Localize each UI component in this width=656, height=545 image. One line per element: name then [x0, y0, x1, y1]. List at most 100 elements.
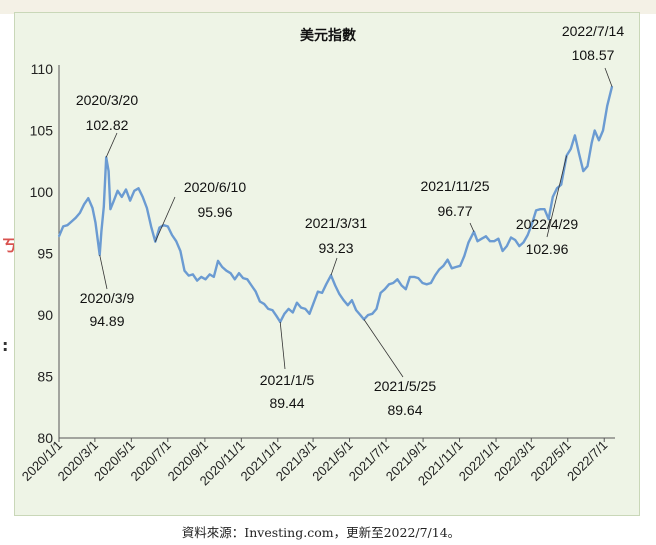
series-point [325, 283, 328, 286]
series-point [400, 284, 403, 287]
series-point [417, 277, 420, 279]
chart-panel: 美元指數 110 105 100 95 90 85 80 2020/1/1 2020/3/1 202… [14, 12, 640, 516]
series-point [590, 141, 593, 144]
series-point [355, 309, 357, 311]
series-point [275, 315, 278, 318]
series-point [304, 308, 307, 310]
series-point [158, 226, 161, 229]
series-point [446, 258, 449, 261]
series-point [404, 288, 407, 291]
series-point [598, 139, 600, 142]
series-point [480, 237, 483, 240]
series-point [271, 309, 274, 311]
annotation-date-label: 2021/5/25 [374, 378, 436, 394]
series-point [192, 273, 194, 276]
dollar-index-line-chart: 美元指數110105100959085802020/1/12020/3/1202… [19, 23, 625, 488]
series-point [296, 301, 298, 304]
series-point [367, 314, 369, 316]
series-point [321, 292, 323, 294]
series-point [183, 269, 186, 272]
series-point [116, 189, 119, 192]
series-point [413, 276, 415, 278]
series-point [505, 245, 508, 248]
annotation-date-label: 2022/7/14 [562, 23, 624, 39]
annotation-leader-line [546, 155, 567, 238]
series-point [166, 225, 169, 228]
series-point [100, 230, 103, 233]
annotation-date-label: 2021/11/25 [420, 178, 489, 194]
series-point [300, 306, 302, 309]
series-point [434, 274, 436, 277]
series-point [459, 264, 462, 267]
series-point [125, 188, 127, 191]
series-point [421, 282, 424, 284]
series-point [233, 278, 236, 281]
series-point [58, 235, 60, 238]
annotation-value-label: 93.23 [318, 240, 353, 256]
series-point [556, 187, 558, 190]
series-point [522, 241, 525, 244]
series-point [133, 189, 136, 192]
series-point [392, 282, 395, 284]
annotation-date-label: 2021/3/31 [305, 215, 367, 231]
series-point [351, 299, 353, 302]
y-tick-label: 80 [37, 430, 53, 446]
series-point [283, 312, 286, 315]
series-point [212, 276, 215, 278]
series-point [375, 308, 378, 310]
series-point [539, 208, 542, 211]
series-point [259, 300, 261, 303]
series-point [560, 183, 563, 186]
y-tick-label: 110 [31, 61, 54, 77]
annotation-value-label: 102.82 [86, 117, 129, 133]
series-point [317, 290, 319, 293]
series-point [267, 308, 270, 310]
series-point [200, 276, 203, 278]
annotation-date-label: 2020/3/20 [76, 92, 138, 108]
series-point [383, 288, 386, 291]
series-point [450, 267, 453, 270]
series-point [526, 234, 529, 236]
series-point [467, 241, 470, 244]
series-point [531, 223, 533, 225]
series-point [204, 278, 207, 281]
series-point [91, 207, 94, 209]
series-point [476, 240, 479, 243]
series-point [425, 283, 428, 286]
series-point [107, 170, 110, 173]
annotation-leader-line [469, 222, 475, 232]
y-tick-label: 105 [30, 123, 54, 139]
series-point [547, 218, 550, 221]
series-point [287, 308, 290, 310]
series-point [463, 255, 466, 257]
series-point [442, 264, 445, 267]
series-point [109, 208, 112, 211]
annotation-value-label: 89.64 [387, 402, 422, 418]
series-point [493, 240, 496, 243]
series-point [242, 277, 245, 279]
series-point [396, 278, 399, 281]
series-point [338, 293, 341, 295]
series-point [225, 269, 228, 272]
annotation-value-label: 94.89 [89, 313, 124, 329]
series-point [569, 148, 572, 150]
annotation-date-label: 2020/6/10 [184, 179, 246, 195]
annotation-value-label: 102.96 [526, 241, 569, 257]
series-point [102, 205, 105, 208]
series-point [196, 279, 199, 282]
series-point [250, 284, 253, 287]
series-point [263, 303, 265, 305]
series-point [308, 312, 311, 315]
series-point [371, 312, 374, 315]
series-point [430, 282, 432, 284]
series-point [497, 237, 500, 240]
series-point [485, 235, 487, 238]
series-point [574, 134, 576, 137]
annotation-leader-line [99, 254, 108, 290]
annotation-leader-line [105, 132, 118, 158]
left-edge-mark-2: : [2, 336, 9, 355]
annotation-date-label: 2020/3/9 [80, 290, 135, 306]
series-point [217, 260, 219, 262]
source-note: 資料來源：Investing.com，更新至2022/7/14。 [0, 522, 656, 541]
chart-title: 美元指數 [300, 27, 356, 44]
